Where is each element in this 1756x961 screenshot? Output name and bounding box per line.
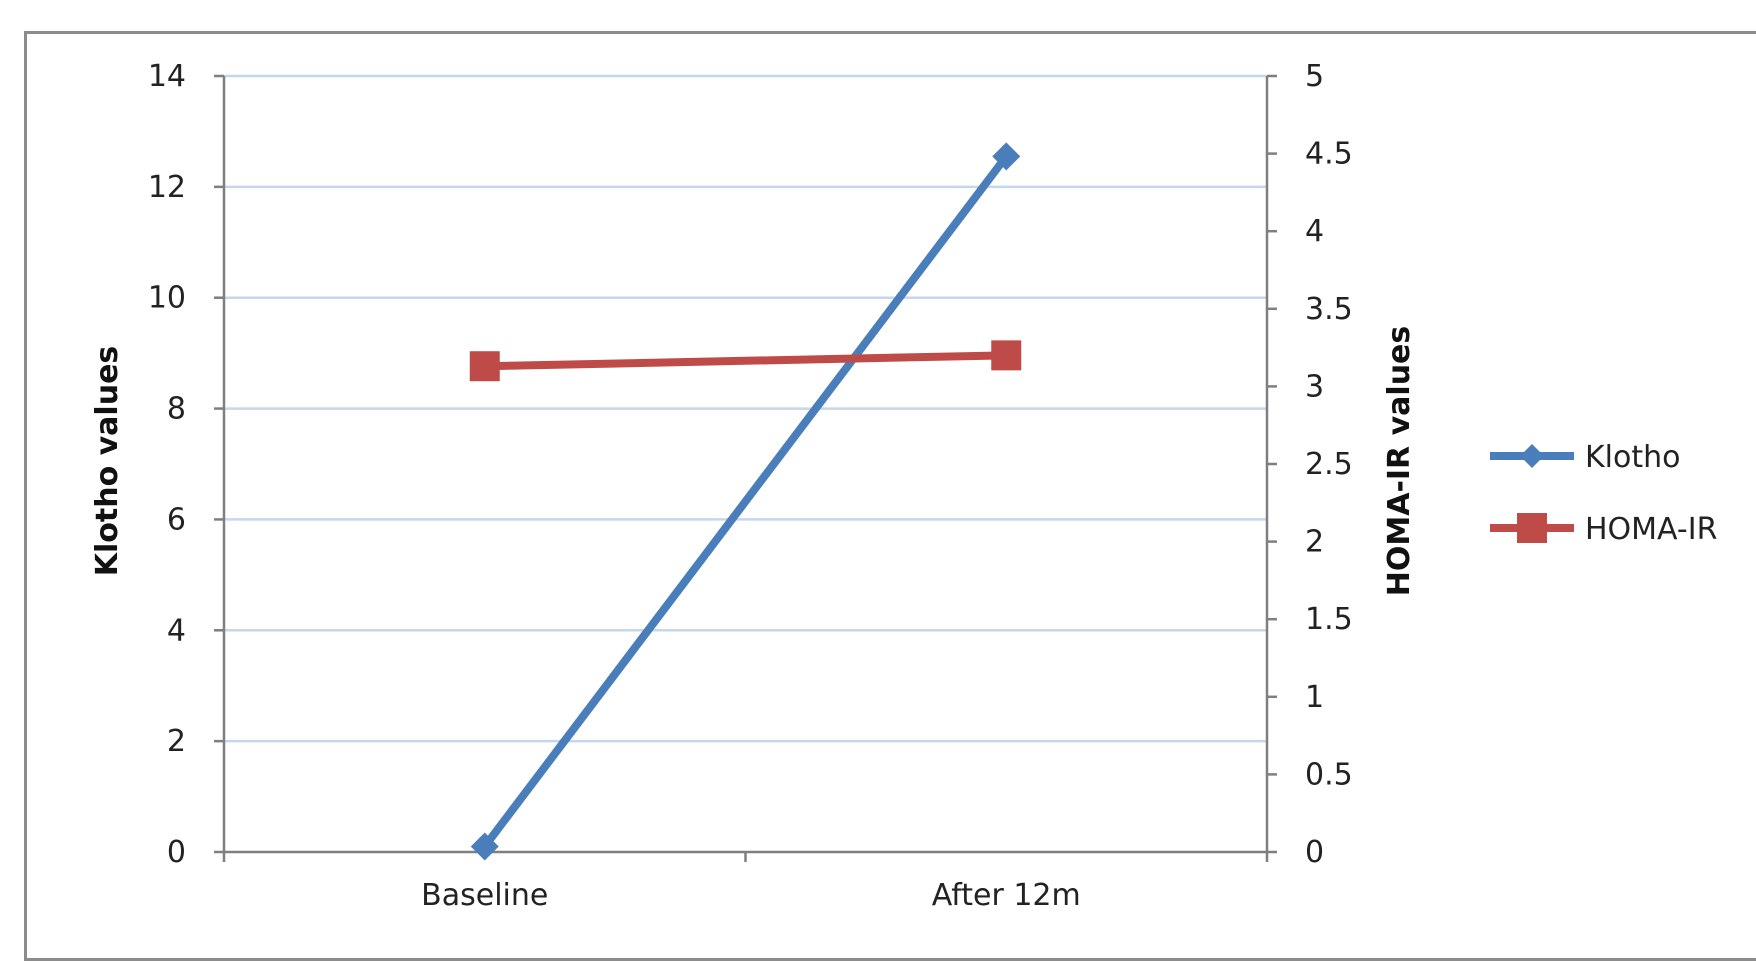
y-axis-title: Klotho values bbox=[90, 346, 125, 577]
y-tick-label: 14 bbox=[148, 59, 186, 94]
legend-klotho-label: Klotho bbox=[1585, 440, 1681, 475]
homa-ir-point bbox=[991, 340, 1022, 371]
y2-tick-label: 4 bbox=[1305, 214, 1324, 249]
y-tick-label: 12 bbox=[148, 170, 186, 205]
klotho-point bbox=[470, 832, 499, 861]
tick-labels: 0 2 4 6 8 10 12 14 0 0.5 1 1.5 2 2.5 3 3.5 4 4.5 5 Baseline… bbox=[148, 59, 1353, 913]
y2-tick-label: 4.5 bbox=[1305, 137, 1353, 172]
gridlines bbox=[224, 74, 1267, 743]
y2-tick-label: 2 bbox=[1305, 525, 1324, 560]
y2-axis-title: HOMA-IR values bbox=[1382, 326, 1417, 596]
x-tick-label: After 12m bbox=[932, 878, 1081, 913]
y2-tick-label: 5 bbox=[1305, 59, 1324, 94]
y-tick-label: 6 bbox=[167, 502, 186, 537]
y-tick-label: 2 bbox=[167, 724, 186, 759]
homa-ir-line bbox=[484, 351, 1007, 371]
axes bbox=[214, 74, 1277, 862]
y-tick-label: 10 bbox=[148, 281, 186, 316]
legend-klotho-marker bbox=[1520, 444, 1544, 468]
series bbox=[469, 142, 1022, 861]
x-tick-label: Baseline bbox=[421, 878, 548, 913]
y2-tick-label: 2.5 bbox=[1305, 447, 1353, 482]
y2-tick-label: 0 bbox=[1305, 835, 1324, 870]
legend-homa-ir-marker bbox=[1517, 513, 1547, 543]
y2-tick-label: 3.5 bbox=[1305, 292, 1353, 327]
legend-homa-ir-label: HOMA-IR bbox=[1585, 512, 1717, 547]
legend: Klotho HOMA-IR bbox=[1490, 440, 1717, 547]
y-tick-label: 8 bbox=[167, 392, 186, 427]
y2-tick-label: 3 bbox=[1305, 369, 1324, 404]
y2-tick-label: 1.5 bbox=[1305, 602, 1353, 637]
klotho-line bbox=[481, 153, 1010, 849]
y-tick-label: 4 bbox=[167, 613, 186, 648]
homa-ir-point bbox=[469, 351, 500, 382]
y2-tick-label: 1 bbox=[1305, 680, 1324, 715]
chart-plot: 0 2 4 6 8 10 12 14 0 0.5 1 1.5 2 2.5 3 3.5 4 4.5 5 Baseline… bbox=[90, 59, 1717, 913]
y2-tick-label: 0.5 bbox=[1305, 757, 1353, 792]
klotho-point bbox=[992, 142, 1021, 171]
y-tick-label: 0 bbox=[167, 835, 186, 870]
